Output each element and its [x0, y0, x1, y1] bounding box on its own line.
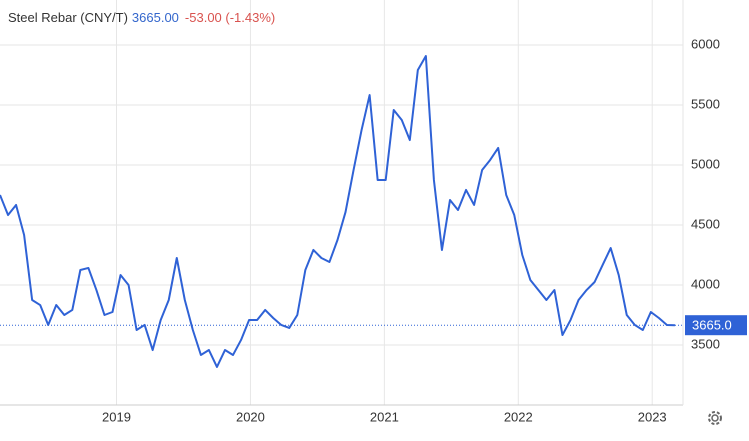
title: Steel Rebar (CNY/T) [8, 10, 128, 25]
y-tick-label: 4500 [691, 216, 720, 231]
change: -53.00 (-1.43%) [184, 10, 276, 25]
last-value-box [685, 315, 747, 336]
x-tick-label: 2021 [370, 409, 399, 424]
y-tick-label: 5000 [691, 156, 720, 171]
last-value-label: 3665.0 [692, 318, 732, 333]
y-tick-label: 6000 [691, 36, 720, 51]
x-tick-label: 2022 [504, 409, 533, 424]
settings-icon[interactable] [708, 411, 722, 425]
y-tick-label: 3500 [691, 336, 720, 351]
price-line [0, 55, 675, 368]
y-tick-label: 4000 [691, 276, 720, 291]
y-tick-label: 5500 [691, 96, 720, 111]
price: 3665.00 [131, 10, 179, 25]
header: Steel Rebar (CNY/T) 3665.00 -53.00 (-1.43%… [8, 10, 275, 25]
x-tick-label: 2019 [102, 409, 131, 424]
x-tick-label: 2023 [638, 409, 667, 424]
x-tick-label: 2020 [236, 409, 265, 424]
